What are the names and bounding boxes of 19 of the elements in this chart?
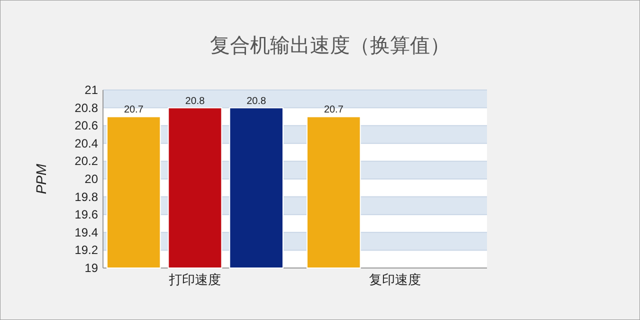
y-tick-label: 19 (84, 261, 98, 275)
y-tick-label: 21 (84, 83, 98, 97)
chart-title: 复合机输出速度（换算值） (210, 33, 450, 57)
data-label: 20.7 (324, 104, 344, 116)
y-tick-label: 19.2 (74, 243, 98, 258)
x-tick-label: 复印速度 (369, 272, 421, 287)
data-label: 20.8 (246, 96, 266, 107)
y-tick-label: 20.8 (74, 100, 98, 115)
y-tick-label: 20.6 (74, 118, 98, 133)
y-tick-label: 19.8 (74, 190, 98, 204)
y-tick-label: 20.4 (74, 136, 98, 150)
y-tick-label: 19.4 (74, 225, 98, 240)
y-tick-label: 20 (84, 172, 98, 186)
y-axis-title: PPM (33, 163, 49, 194)
y-tick-label: 20.2 (74, 154, 98, 168)
data-label: 20.7 (124, 104, 144, 116)
data-label: 20.8 (185, 96, 206, 107)
x-tick-label: 打印速度 (168, 272, 221, 287)
y-tick-label: 19.6 (74, 208, 98, 222)
